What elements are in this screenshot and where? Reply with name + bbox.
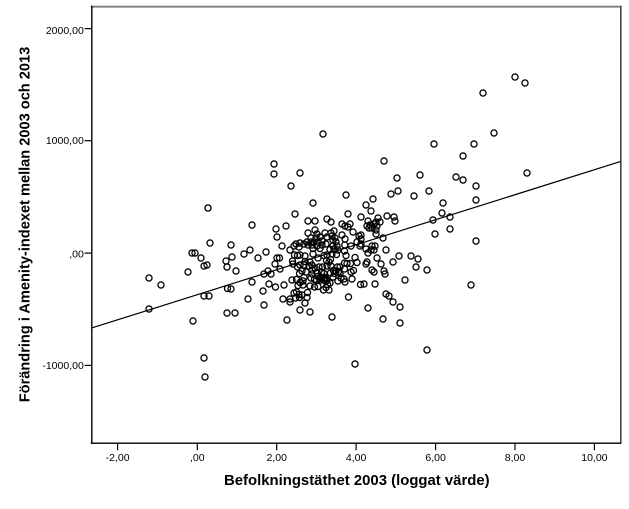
svg-text:2,00: 2,00 bbox=[266, 452, 287, 464]
svg-text:1000,00: 1000,00 bbox=[46, 135, 84, 147]
svg-text:6,00: 6,00 bbox=[425, 452, 446, 464]
svg-text:,00: ,00 bbox=[69, 248, 84, 260]
svg-text:10,00: 10,00 bbox=[581, 452, 607, 464]
svg-text:4,00: 4,00 bbox=[346, 452, 367, 464]
svg-text:-1000,00: -1000,00 bbox=[42, 360, 84, 372]
svg-text:8,00: 8,00 bbox=[505, 452, 526, 464]
svg-text:,00: ,00 bbox=[190, 452, 205, 464]
svg-text:Förändring i Amenity-indexet m: Förändring i Amenity-indexet mellan 2003… bbox=[18, 47, 34, 403]
svg-text:-2,00: -2,00 bbox=[106, 452, 130, 464]
svg-text:Befolkningstäthet 2003 (loggat: Befolkningstäthet 2003 (loggat värde) bbox=[224, 473, 490, 489]
svg-text:2000,00: 2000,00 bbox=[46, 25, 84, 37]
